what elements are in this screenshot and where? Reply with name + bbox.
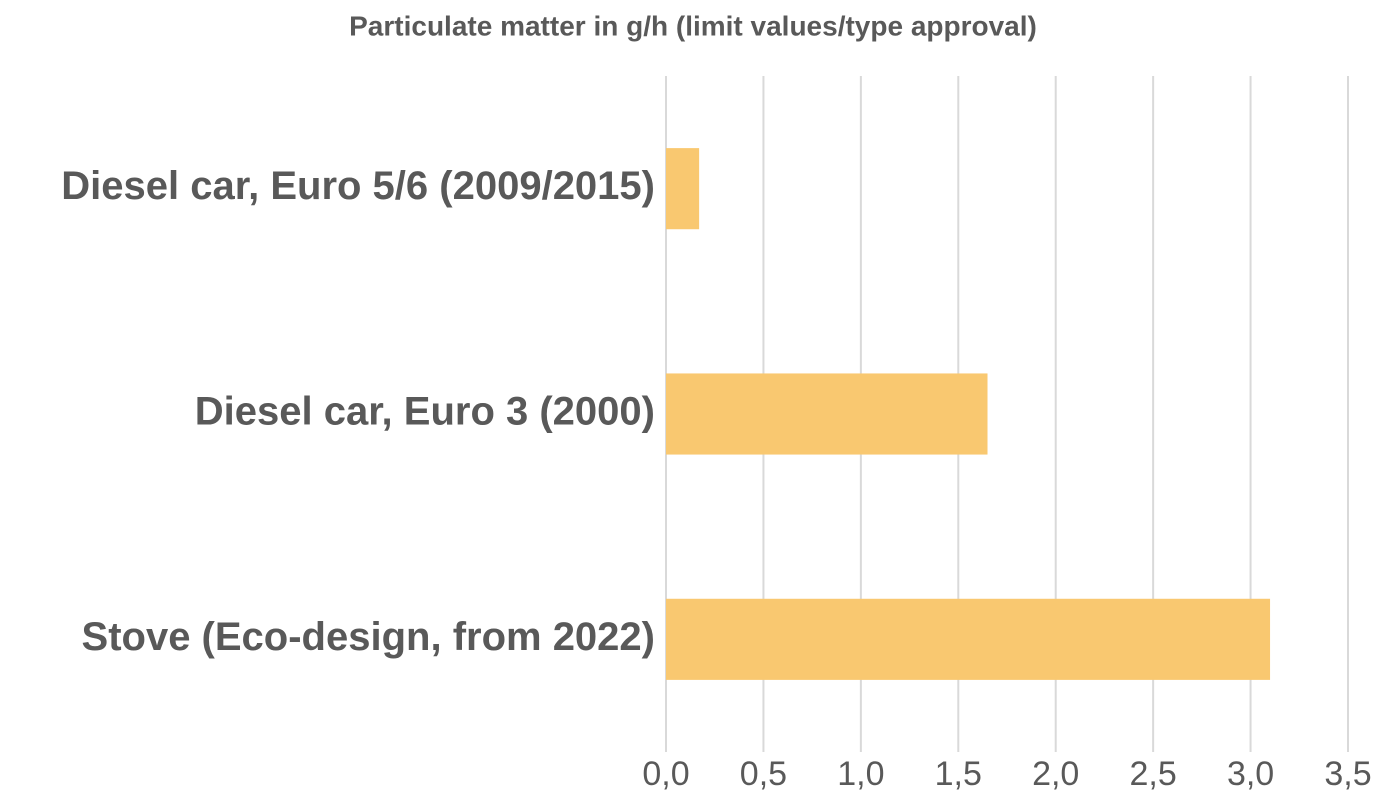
x-tick-label: 0,0 — [642, 755, 689, 793]
x-tick-label: 3,5 — [1324, 755, 1371, 793]
bar — [666, 373, 988, 455]
bar — [666, 148, 700, 230]
x-tick-label: 3,0 — [1227, 755, 1274, 793]
chart-title: Particulate matter in g/h (limit values/… — [349, 10, 1037, 41]
x-tick-label: 2,0 — [1032, 755, 1079, 793]
x-tick-label: 2,5 — [1130, 755, 1177, 793]
y-tick-label: Diesel car, Euro 3 (2000) — [195, 390, 655, 434]
x-tick-label: 1,5 — [935, 755, 982, 793]
bar — [666, 598, 1271, 680]
y-tick-label: Stove (Eco-design, from 2022) — [82, 615, 655, 659]
x-tick-label: 0,5 — [740, 755, 787, 793]
y-tick-label: Diesel car, Euro 5/6 (2009/2015) — [61, 164, 655, 208]
x-tick-label: 1,0 — [837, 755, 884, 793]
